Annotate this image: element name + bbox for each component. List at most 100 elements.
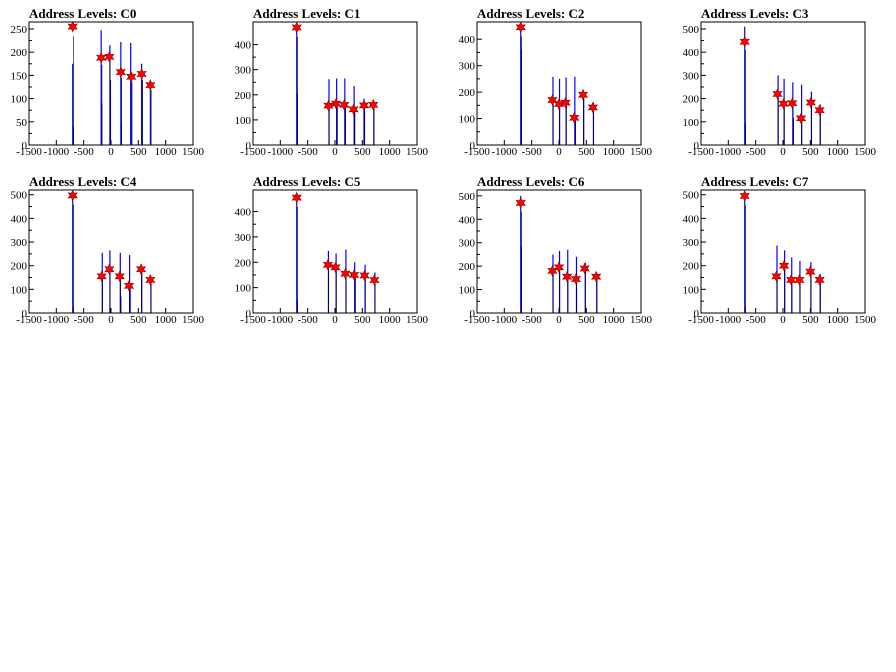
peak-marker [348, 103, 359, 116]
chart-panel: Address Levels: C2 0 100 200 300 400 -1500 -100… [459, 6, 653, 158]
peak-marker [515, 196, 526, 209]
peak-marker [135, 263, 147, 276]
chart-panel: Address Levels: C40100200300400500-1500-… [11, 174, 205, 326]
x-tick-label: -500 [522, 146, 543, 158]
y-tick-label: 300 [235, 65, 252, 77]
y-tick-label: 0 [694, 140, 700, 152]
y-tick-label: 300 [683, 70, 700, 82]
x-tick-label: -1000 [715, 314, 741, 326]
x-tick-label: 500 [130, 146, 147, 158]
x-tick-label: -1000 [43, 314, 69, 326]
chart-panel: Address Levels: C5 0 100 200 300 400 -1500 -100… [235, 174, 429, 326]
peak-marker [114, 270, 125, 283]
y-tick-label: 400 [235, 40, 252, 52]
y-tick-label: 0 [246, 140, 252, 152]
peak-marker [515, 21, 526, 34]
x-tick-label: -500 [746, 314, 767, 326]
x-tick-label: 0 [780, 146, 786, 158]
x-tick-label: -1000 [491, 146, 517, 158]
y-tick-label: 200 [459, 261, 476, 273]
peak-marker [348, 269, 360, 281]
x-tick-label: -1500 [240, 314, 266, 326]
peak-marker [126, 70, 137, 83]
plot-frame [252, 189, 418, 314]
peak-marker [814, 104, 825, 117]
x-tick-label: 500 [354, 314, 371, 326]
x-tick-label: 0 [780, 314, 786, 326]
chart-panel: Address Levels: C60100200300400500-1500-… [459, 174, 653, 326]
x-tick-label: -1000 [715, 146, 741, 158]
peak-marker [778, 97, 789, 110]
x-tick-label: 500 [802, 146, 819, 158]
peak-marker [771, 270, 782, 283]
y-tick-label: 50 [16, 117, 28, 129]
x-tick-label: 1500 [630, 146, 653, 158]
x-tick-label: 500 [354, 146, 371, 158]
peak-marker [67, 189, 78, 202]
x-tick-label: 0 [556, 314, 562, 326]
peak-marker [322, 258, 334, 271]
x-tick-label: 0 [332, 146, 338, 158]
chart-title: Address Levels: C4 [29, 174, 137, 189]
peak-marker [577, 88, 589, 101]
y-tick-label: 400 [235, 207, 252, 219]
peak-marker [330, 97, 342, 110]
x-tick-label: 0 [108, 314, 114, 326]
y-tick-label: 200 [11, 261, 28, 273]
peak-marker [291, 21, 302, 34]
y-tick-label: 0 [694, 308, 700, 320]
peak-marker [358, 99, 370, 112]
chart-title: Address Levels: C0 [29, 6, 136, 21]
peak-marker [778, 259, 790, 272]
peak-marker [772, 87, 783, 100]
y-tick-label: 300 [459, 238, 476, 250]
x-tick-label: 500 [578, 314, 595, 326]
peak-marker [794, 273, 805, 286]
peak-marker [787, 97, 798, 110]
y-tick-label: 500 [683, 24, 700, 36]
chart-title: Address Levels: C6 [477, 174, 585, 189]
y-tick-label: 100 [235, 115, 252, 127]
x-tick-label: 1500 [854, 314, 877, 326]
x-tick-label: -1500 [240, 146, 266, 158]
peak-marker [136, 68, 147, 80]
y-tick-label: 500 [459, 191, 476, 203]
x-tick-label: 0 [556, 146, 562, 158]
y-tick-label: 0 [470, 308, 476, 320]
x-tick-label: 1000 [155, 314, 178, 326]
x-tick-label: -1500 [16, 314, 42, 326]
x-tick-label: -1500 [688, 314, 714, 326]
peak-marker [291, 191, 302, 204]
peak-marker [739, 35, 750, 48]
peak-marker [587, 101, 599, 114]
peak-marker [340, 267, 351, 280]
y-tick-label: 0 [22, 308, 28, 320]
chart-panel: Address Levels: C70100200300400500-1500-… [683, 174, 877, 326]
y-tick-label: 200 [11, 47, 28, 59]
y-tick-label: 0 [246, 308, 252, 320]
y-tick-label: 150 [11, 70, 28, 82]
x-tick-label: 0 [332, 314, 338, 326]
peak-marker [104, 263, 115, 276]
peak-marker [369, 274, 380, 286]
y-tick-label: 100 [459, 285, 476, 297]
y-tick-label: 200 [235, 90, 252, 102]
peak-marker [339, 98, 350, 111]
y-tick-label: 300 [459, 61, 476, 73]
y-tick-label: 200 [683, 94, 700, 106]
peak-marker [145, 273, 156, 286]
y-tick-label: 400 [459, 34, 476, 46]
peak-marker [569, 111, 580, 124]
peak-marker [96, 51, 107, 64]
x-tick-label: -1000 [267, 314, 293, 326]
peak-marker [739, 189, 750, 202]
y-tick-label: 400 [459, 214, 476, 226]
y-tick-label: 250 [11, 24, 28, 36]
x-tick-label: -500 [298, 314, 319, 326]
peak-marker [323, 99, 334, 112]
x-tick-label: -1500 [688, 146, 714, 158]
peak-marker [570, 273, 582, 285]
peak-marker [96, 270, 107, 283]
y-tick-label: 500 [683, 190, 700, 202]
